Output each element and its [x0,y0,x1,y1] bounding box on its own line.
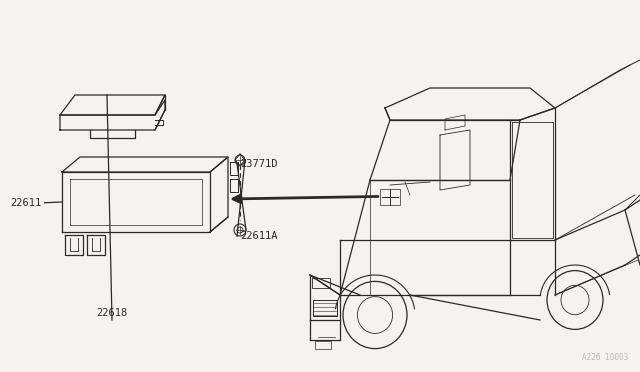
Text: 22611A: 22611A [240,231,278,241]
Text: 23771D: 23771D [240,159,278,169]
Bar [380,189,400,205]
Text: A226 10003: A226 10003 [582,353,628,362]
Text: 22618: 22618 [97,308,127,318]
Bar [315,341,331,349]
Bar [313,300,337,316]
Text: 22611: 22611 [10,198,42,208]
Bar [312,278,330,288]
